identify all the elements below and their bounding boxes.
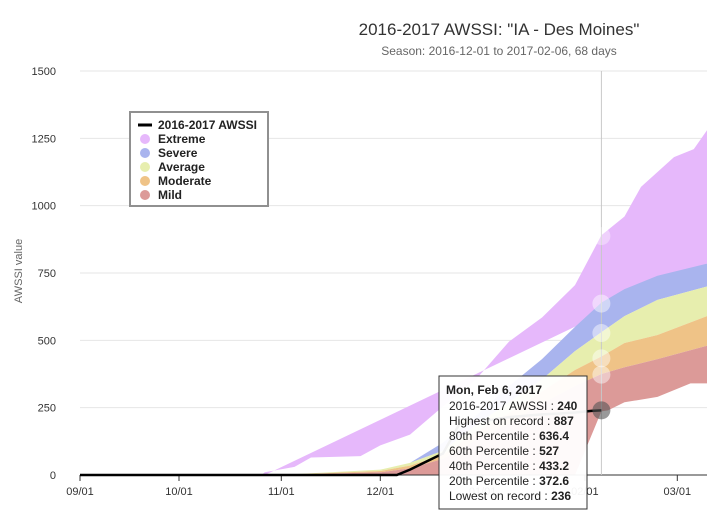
tooltip-row: 60th Percentile : 527 <box>449 444 559 458</box>
legend-item[interactable]: Mild <box>158 188 182 202</box>
legend-item[interactable]: Average <box>158 160 205 174</box>
tooltip-row: 80th Percentile : 636.4 <box>449 429 569 443</box>
x-tick-label: 03/01 <box>664 486 692 498</box>
hover-marker <box>592 365 611 384</box>
y-tick-label: 1250 <box>32 133 56 145</box>
tooltip-row: Lowest on record : 236 <box>449 489 571 503</box>
y-tick-label: 500 <box>38 335 56 347</box>
hover-marker <box>592 401 611 420</box>
band-extreme <box>80 130 707 475</box>
tooltip-box <box>438 375 588 510</box>
legend-item[interactable]: 2016-2017 AWSSI <box>158 118 257 132</box>
y-tick-label: 1500 <box>32 66 56 78</box>
legend-item[interactable]: Severe <box>158 146 198 160</box>
tooltip-title: Mon, Feb 6, 2017 <box>446 383 542 397</box>
x-tick-label: 10/01 <box>165 486 193 498</box>
hover-marker <box>592 227 611 246</box>
tooltip-row: 20th Percentile : 372.6 <box>449 474 569 488</box>
chart-subtitle: Season: 2016-12-01 to 2017-02-06, 68 day… <box>381 44 617 58</box>
hover-marker <box>592 324 611 343</box>
hover-marker <box>592 294 611 313</box>
tooltip-row: Highest on record : 887 <box>449 414 574 428</box>
tooltip-row: 2016-2017 AWSSI : 240 <box>449 399 578 413</box>
legend-item[interactable]: Moderate <box>158 174 212 188</box>
y-tick-label: 0 <box>50 470 56 482</box>
band-severe <box>80 263 707 475</box>
x-tick-label: 11/01 <box>268 486 295 498</box>
legend[interactable]: 2016-2017 AWSSIExtremeSevereAverageModer… <box>129 111 269 207</box>
hover-marker <box>592 349 611 368</box>
x-tick-label: 09/01 <box>66 486 94 498</box>
tooltip: Mon, Feb 6, 2017 2016-2017 AWSSI : 240Hig… <box>438 375 588 510</box>
tooltip-row: 40th Percentile : 433.2 <box>449 459 569 473</box>
legend-box <box>129 111 269 207</box>
hover-markers <box>592 227 611 420</box>
legend-swatch-severe <box>140 148 150 158</box>
y-tick-label: 250 <box>38 403 56 415</box>
x-tick-label: 12/01 <box>367 486 395 498</box>
legend-swatch-mild <box>140 190 150 200</box>
legend-swatch-average <box>140 162 150 172</box>
y-tick-label: 1000 <box>32 201 56 213</box>
legend-item[interactable]: Extreme <box>158 132 206 146</box>
y-tick-label: 750 <box>38 268 56 280</box>
chart-title: 2016-2017 AWSSI: "IA - Des Moines" <box>359 20 640 39</box>
y-axis-label: AWSSI value <box>13 239 25 303</box>
legend-swatch-extreme <box>140 134 150 144</box>
legend-swatch-moderate <box>140 176 150 186</box>
